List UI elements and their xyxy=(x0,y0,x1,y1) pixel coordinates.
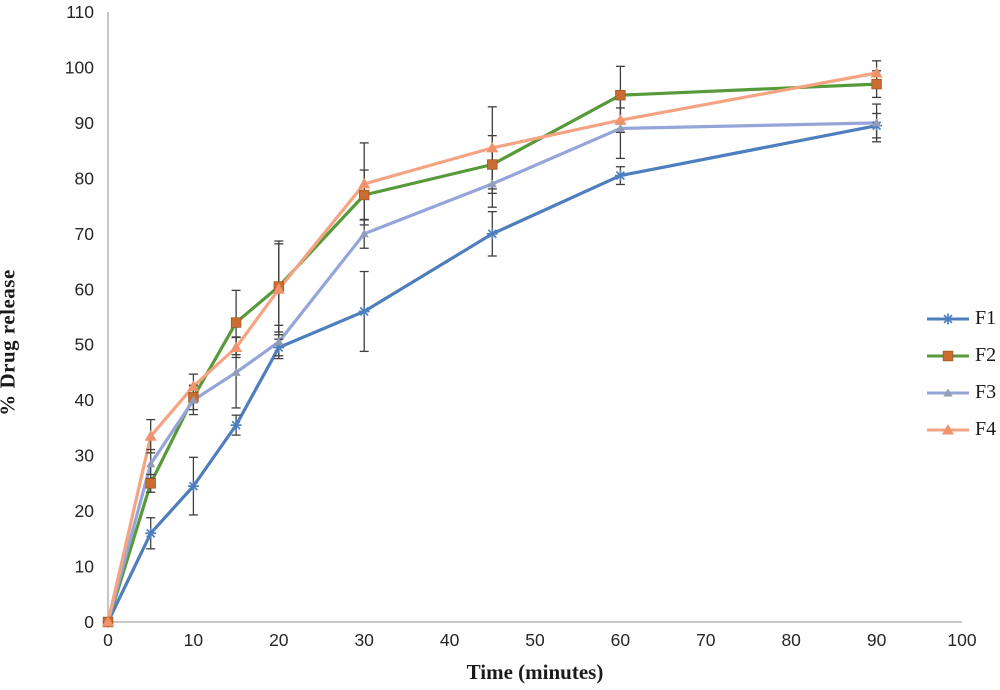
x-tick-label: 0 xyxy=(103,630,113,650)
x-axis-title: Time (minutes) xyxy=(466,660,604,684)
data-point-f4 xyxy=(187,380,200,391)
legend-label: F4 xyxy=(975,418,997,440)
f1-swatch-icon xyxy=(927,313,969,324)
data-point-f4 xyxy=(614,114,627,125)
data-point-f4 xyxy=(358,177,371,189)
legend-item-f2: F2 xyxy=(926,337,996,374)
data-point-f4 xyxy=(144,430,157,441)
data-point-f2 xyxy=(871,78,882,90)
legend-label: F3 xyxy=(975,381,997,403)
data-point-f1 xyxy=(187,480,199,492)
legend-item-f1: F1 xyxy=(926,300,996,337)
data-point-f2 xyxy=(358,189,370,201)
x-tick-label: 80 xyxy=(781,630,801,650)
y-tick-label: 80 xyxy=(75,168,95,188)
data-point-f2 xyxy=(615,89,626,101)
y-tick-label: 50 xyxy=(75,335,95,355)
x-tick-label: 100 xyxy=(947,630,976,650)
data-point-f2 xyxy=(230,317,242,328)
y-tick-label: 110 xyxy=(66,2,94,22)
x-tick-label: 70 xyxy=(696,630,716,650)
x-tick-label: 40 xyxy=(440,630,460,650)
legend-item-f4: F4 xyxy=(926,411,996,448)
data-point-f1 xyxy=(614,170,626,182)
x-tick-label: 10 xyxy=(184,630,204,650)
y-tick-label: 20 xyxy=(75,501,95,521)
data-point-f3 xyxy=(615,123,625,132)
x-tick-label: 50 xyxy=(525,630,545,650)
legend-item-f3: F3 xyxy=(926,374,996,411)
data-point-f3 xyxy=(872,118,882,127)
x-tick-label: 90 xyxy=(867,630,887,650)
data-point-f1 xyxy=(145,527,157,539)
y-tick-label: 30 xyxy=(75,446,95,466)
y-tick-label: 60 xyxy=(75,279,95,299)
data-point-f4 xyxy=(486,141,499,153)
data-point-f3 xyxy=(146,459,156,468)
data-point-f1 xyxy=(358,305,370,317)
data-point-f4 xyxy=(230,341,243,352)
data-point-f1 xyxy=(486,228,498,240)
data-point-f1 xyxy=(230,419,242,431)
data-point-f4 xyxy=(272,283,285,294)
data-point-f4 xyxy=(102,616,114,627)
data-point-f2 xyxy=(145,478,156,489)
y-tick-label: 100 xyxy=(65,57,94,77)
legend: F1 F2 F3 F4 xyxy=(926,300,996,448)
data-point-f3 xyxy=(359,229,369,238)
data-point-f4 xyxy=(870,67,883,78)
y-tick-label: 70 xyxy=(75,224,95,244)
f3-swatch-icon xyxy=(927,387,969,396)
x-tick-label: 60 xyxy=(611,630,631,650)
y-tick-label: 0 xyxy=(84,612,94,632)
f2-swatch-icon xyxy=(927,350,969,361)
legend-label: F1 xyxy=(975,307,997,329)
y-tick-label: 10 xyxy=(75,557,95,577)
y-tick-label: 40 xyxy=(75,390,95,410)
y-tick-label: 90 xyxy=(75,113,95,133)
data-point-f2 xyxy=(487,159,498,170)
y-axis-title: % Drug release xyxy=(0,269,20,416)
data-point-f3 xyxy=(188,395,198,404)
data-point-f3 xyxy=(274,337,284,346)
data-point-f3 xyxy=(231,367,241,376)
x-tick-label: 20 xyxy=(269,630,289,650)
x-tick-label: 30 xyxy=(354,630,374,650)
f4-swatch-icon xyxy=(927,423,969,434)
series-markers-f4 xyxy=(102,67,883,627)
data-point-f3 xyxy=(487,179,497,188)
legend-label: F2 xyxy=(975,344,997,366)
